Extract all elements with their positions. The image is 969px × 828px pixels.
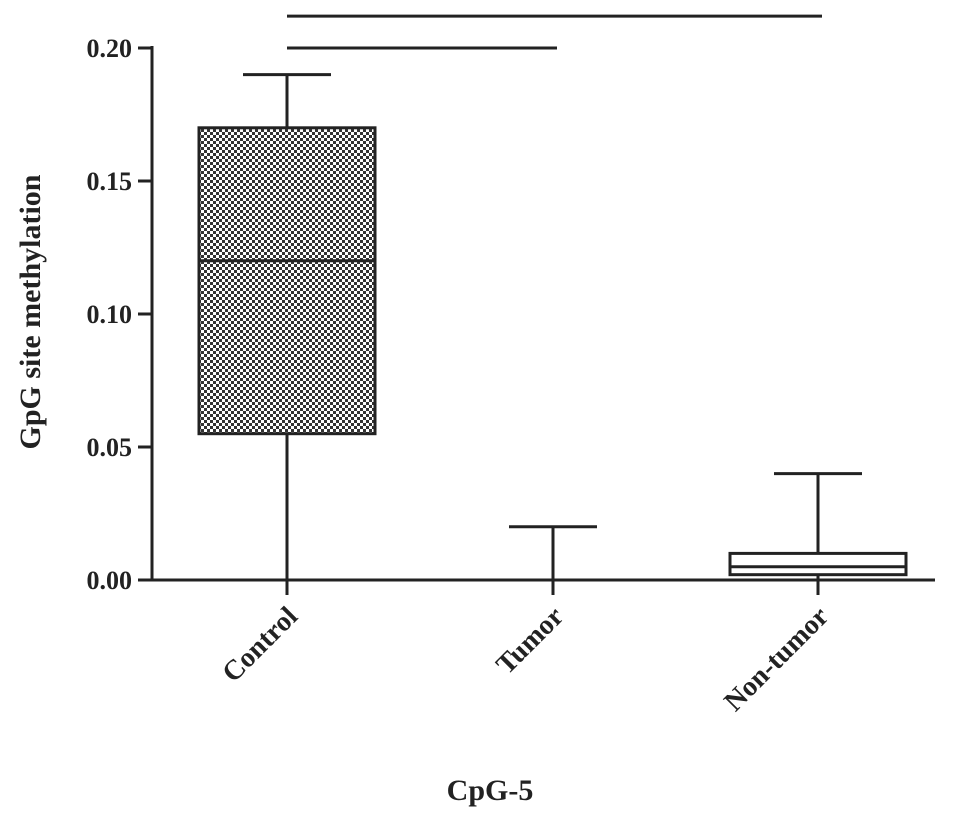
y-tick-label: 0.10 [87,300,133,329]
box-iqr [728,551,908,577]
box-iqr [197,126,377,436]
box-tumor [465,525,641,581]
x-category-label: Non-tumor [718,601,835,718]
y-tick-label: 0.00 [87,566,133,595]
x-axis-categories: Control Tumor Non-tumor [216,580,835,718]
y-tick-label: 0.20 [87,34,133,63]
y-axis-ticks: 0.00 0.05 0.10 0.15 0.20 [87,34,152,595]
x-category-label: Tumor [490,601,570,681]
y-tick-label: 0.05 [87,433,133,462]
y-axis-title: GpG site methylation [14,174,47,449]
box-control [197,73,377,580]
significance-bars [287,14,822,50]
y-tick-label: 0.15 [87,167,133,196]
boxes [197,73,908,581]
x-category-label: Control [216,601,304,689]
x-axis-title: CpG-5 [447,774,534,807]
box-non-tumor [728,472,908,580]
